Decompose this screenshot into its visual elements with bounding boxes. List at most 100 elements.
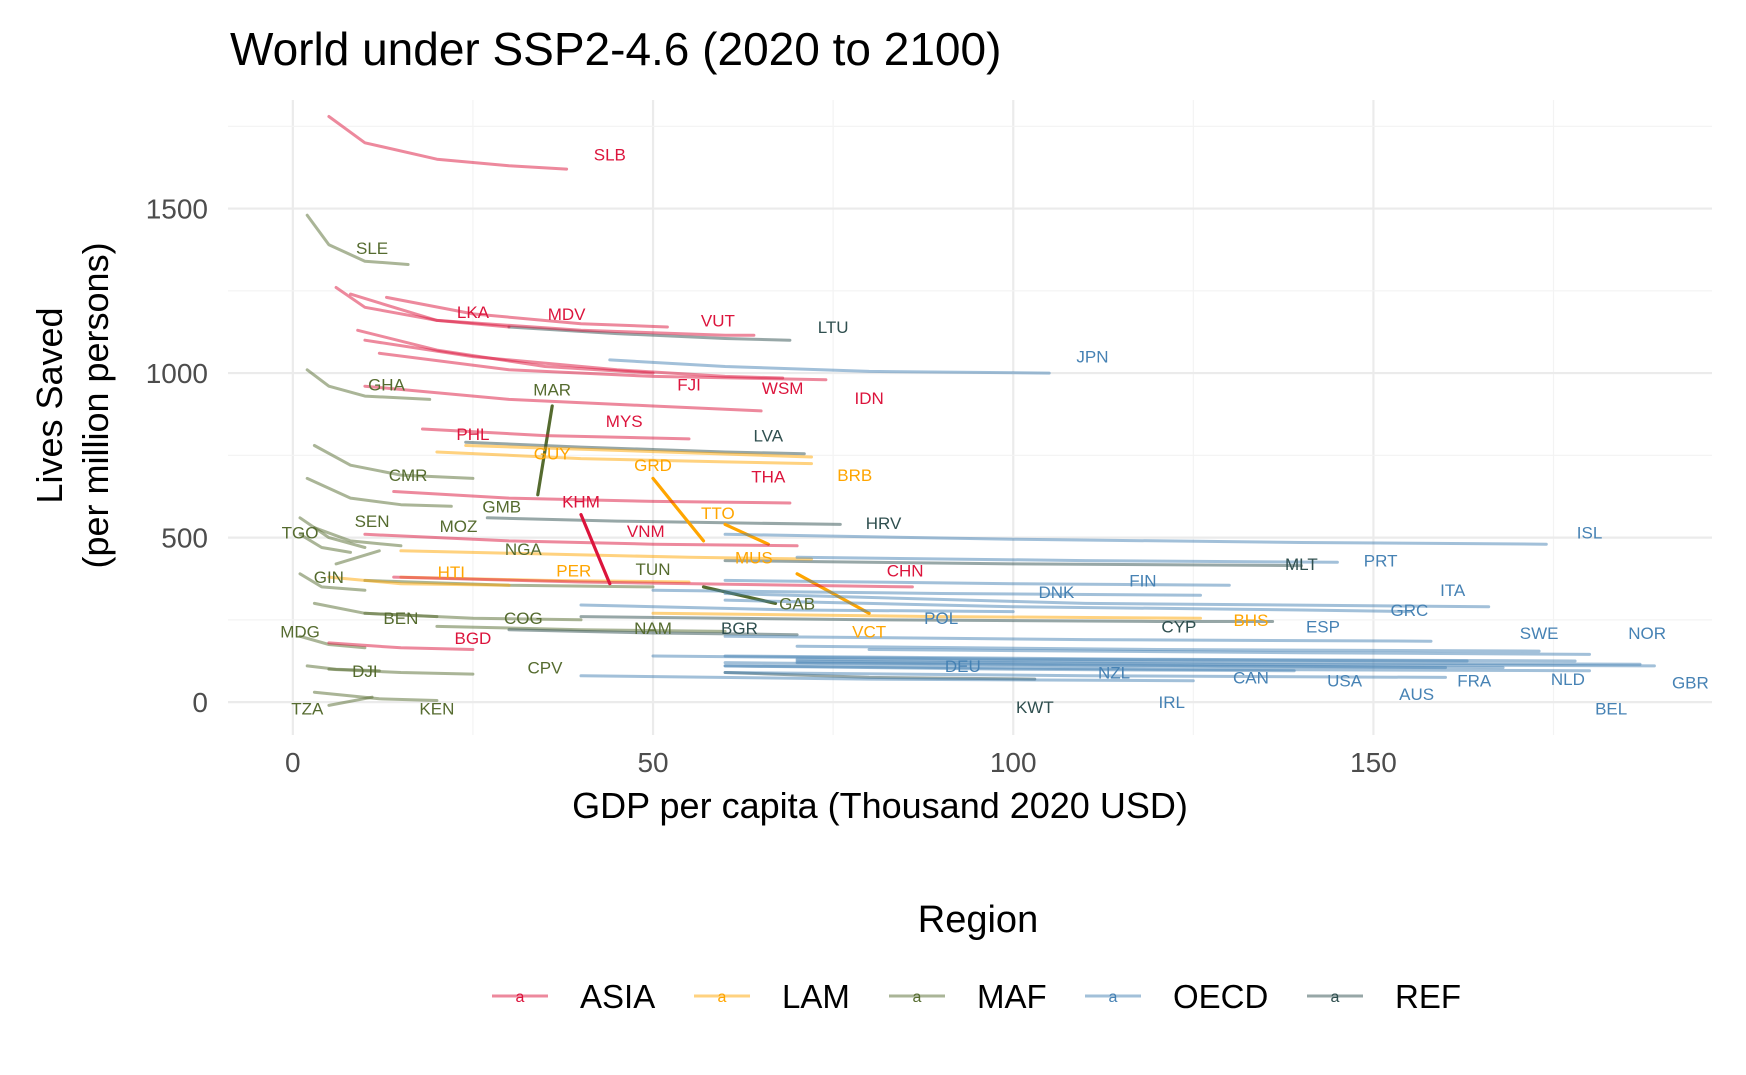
x-tick-label: 100 bbox=[990, 747, 1037, 778]
x-axis-title: GDP per capita (Thousand 2020 USD) bbox=[572, 785, 1188, 826]
series-line-mys bbox=[363, 384, 763, 413]
country-label-mlt: MLT bbox=[1285, 555, 1318, 574]
country-label-grc: GRC bbox=[1391, 601, 1429, 620]
series-line-pol bbox=[579, 603, 1015, 614]
country-label-gha: GHA bbox=[368, 376, 406, 395]
country-label-cog: COG bbox=[504, 609, 543, 628]
series-line-aus bbox=[723, 671, 1447, 679]
country-label-sen: SEN bbox=[355, 512, 390, 531]
series-line-cpv bbox=[327, 667, 475, 676]
country-label-isl: ISL bbox=[1577, 524, 1603, 543]
series-line-hrv bbox=[485, 516, 842, 526]
country-label-kwt: KWT bbox=[1016, 698, 1054, 717]
country-label-vut: VUT bbox=[701, 311, 735, 330]
country-label-gmb: GMB bbox=[482, 497, 521, 516]
series-line-mdv bbox=[385, 295, 669, 329]
country-label-per: PER bbox=[556, 561, 591, 580]
country-label-nld: NLD bbox=[1551, 670, 1585, 689]
legend-item-asia: a ASIA bbox=[492, 978, 655, 1015]
legend-key-glyph: a bbox=[718, 989, 727, 1006]
country-label-brb: BRB bbox=[837, 466, 872, 485]
country-label-mus: MUS bbox=[735, 548, 773, 567]
series-line-ita bbox=[723, 592, 1491, 609]
country-label-khm: KHM bbox=[562, 492, 600, 511]
series-line-ken bbox=[312, 690, 439, 702]
country-label-nzl: NZL bbox=[1098, 663, 1130, 682]
country-label-lka: LKA bbox=[457, 303, 490, 322]
country-label-deu: DEU bbox=[945, 657, 981, 676]
series-line-fji bbox=[356, 328, 655, 375]
series-line-lva bbox=[464, 440, 806, 456]
country-label-mdg: MDG bbox=[280, 622, 320, 641]
country-label-can: CAN bbox=[1233, 668, 1269, 687]
country-label-vnm: VNM bbox=[627, 522, 665, 541]
series-line-phl bbox=[421, 427, 691, 441]
country-label-bgd: BGD bbox=[455, 629, 492, 648]
series-line-nld bbox=[795, 657, 1642, 666]
country-label-aus: AUS bbox=[1399, 685, 1434, 704]
country-label-mys: MYS bbox=[606, 412, 643, 431]
y-tick-label: 0 bbox=[192, 687, 208, 718]
series-line-gha bbox=[305, 368, 432, 401]
country-label-grd: GRD bbox=[634, 456, 672, 475]
country-label-gin: GIN bbox=[314, 568, 344, 587]
country-label-tha: THA bbox=[751, 468, 786, 487]
country-label-gab: GAB bbox=[779, 594, 815, 613]
country-label-swe: SWE bbox=[1520, 624, 1559, 643]
legend-item-lam: a LAM bbox=[694, 978, 850, 1015]
series-line-cyp bbox=[579, 615, 1275, 623]
country-label-idn: IDN bbox=[855, 389, 884, 408]
series-line-usa bbox=[795, 661, 1505, 670]
series-line-bgd bbox=[327, 641, 475, 651]
country-label-prt: PRT bbox=[1364, 552, 1398, 571]
series-line-gmb bbox=[305, 476, 453, 508]
country-label-nga: NGA bbox=[505, 540, 543, 559]
series-line-gbr bbox=[795, 659, 1656, 668]
country-label-ken: KEN bbox=[419, 700, 454, 719]
country-label-tgo: TGO bbox=[282, 524, 319, 543]
y-tick-label: 1500 bbox=[146, 194, 208, 225]
series-line-fra bbox=[723, 654, 1577, 663]
country-label-mdv: MDV bbox=[548, 305, 586, 324]
x-tick-label: 0 bbox=[285, 747, 301, 778]
legend-label: ASIA bbox=[580, 978, 655, 1015]
legend-key-glyph: a bbox=[1109, 989, 1118, 1006]
series-line-nor bbox=[867, 648, 1591, 656]
country-label-bhs: BHS bbox=[1233, 611, 1268, 630]
series-line-tgo bbox=[298, 516, 367, 549]
country-label-ben: BEN bbox=[383, 609, 418, 628]
country-label-ita: ITA bbox=[1440, 581, 1466, 600]
series-line-fin bbox=[723, 578, 1231, 587]
series-line-idn bbox=[377, 351, 828, 382]
legend: Region a ASIA a LAM a MAF a OECD a REF bbox=[492, 899, 1461, 1015]
legend-key-glyph: a bbox=[516, 989, 525, 1006]
country-label-moz: MOZ bbox=[440, 517, 478, 536]
country-label-chn: CHN bbox=[887, 561, 924, 580]
series-line-cmr bbox=[312, 444, 475, 480]
series-line-vut bbox=[349, 292, 756, 337]
country-label-nam: NAM bbox=[634, 619, 672, 638]
series-line-mus bbox=[399, 549, 813, 561]
series-line-sen bbox=[312, 526, 403, 548]
series-line-sle bbox=[305, 213, 410, 266]
series-line-moz bbox=[298, 532, 352, 554]
y-tick-label: 500 bbox=[161, 523, 208, 554]
country-label-phl: PHL bbox=[456, 425, 489, 444]
series-line-chn bbox=[392, 575, 914, 589]
series-layer bbox=[298, 115, 1656, 707]
country-label-bgr: BGR bbox=[721, 619, 758, 638]
series-line-isl bbox=[723, 532, 1548, 546]
series-line-hti bbox=[327, 575, 511, 587]
series-line-prt bbox=[795, 555, 1339, 564]
series-line-nam bbox=[435, 624, 727, 633]
country-label-irl: IRL bbox=[1158, 693, 1184, 712]
country-label-slb: SLB bbox=[594, 145, 626, 164]
legend-item-maf: a MAF bbox=[889, 978, 1047, 1015]
series-line-bel bbox=[723, 664, 1591, 673]
country-label-lva: LVA bbox=[753, 427, 783, 446]
y-axis-title-line: (per million persons) bbox=[75, 242, 116, 568]
country-label-ltu: LTU bbox=[818, 318, 849, 337]
country-label-fji: FJI bbox=[677, 376, 701, 395]
